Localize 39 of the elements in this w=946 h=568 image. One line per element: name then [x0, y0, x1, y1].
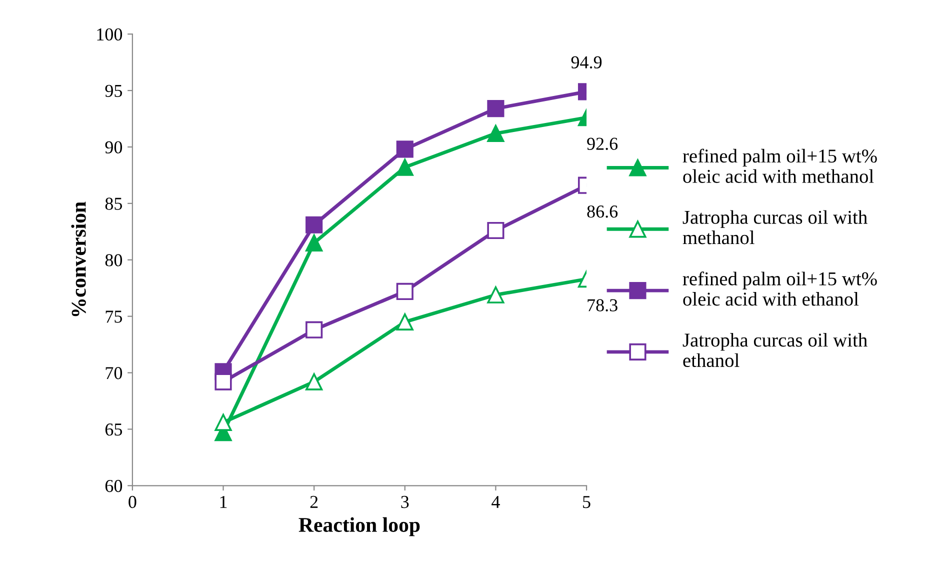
- x-tick-label: 5: [583, 496, 590, 508]
- point: [306, 373, 323, 390]
- point: [214, 373, 232, 390]
- point: [487, 100, 504, 118]
- legend-label: Jatropha curcas oil with ethanol: [682, 333, 868, 368]
- x-tick-label: 4: [492, 496, 500, 508]
- x-tick-label: 1: [220, 496, 227, 508]
- y-tick-label: 100: [97, 28, 122, 41]
- x-tick-label: 0: [128, 496, 136, 508]
- point: [487, 286, 504, 304]
- legend-label: refined palm oil+15 wt% oleic acid with methanol: [682, 148, 877, 183]
- data-label: 92.6: [587, 138, 618, 150]
- y-tick-label: 70: [106, 367, 122, 380]
- legend-label: Jatropha curcas oil with methanol: [682, 210, 868, 244]
- data-label: 86.6: [587, 205, 618, 218]
- y-tick-label: 80: [105, 254, 122, 266]
- y-axis-title: %conversion: [71, 202, 86, 316]
- legend-label: refined palm oil+15 wt% oleic acid with ethanol: [682, 272, 877, 306]
- y-tick-label: 75: [106, 310, 122, 323]
- x-axis-title: Reaction loop: [298, 517, 420, 536]
- point: [306, 234, 323, 252]
- y-tick-label: 65: [105, 424, 122, 436]
- point: [214, 414, 232, 431]
- y-tick-label: 90: [105, 141, 122, 154]
- x-tick-label: 3: [401, 496, 409, 508]
- y-tick-label: 95: [105, 84, 122, 97]
- y-tick-label: 60: [105, 480, 122, 492]
- point: [396, 313, 414, 330]
- point: [396, 140, 414, 158]
- y-tick-label: 85: [105, 198, 122, 210]
- point: [306, 321, 323, 338]
- x-tick-label: 2: [310, 496, 318, 508]
- point: [487, 222, 504, 240]
- data-label: 94.9: [571, 56, 602, 68]
- point: [396, 282, 414, 300]
- point: [487, 124, 504, 142]
- point: [306, 216, 323, 234]
- data-label: 78.3: [588, 299, 618, 312]
- point: [396, 158, 414, 176]
